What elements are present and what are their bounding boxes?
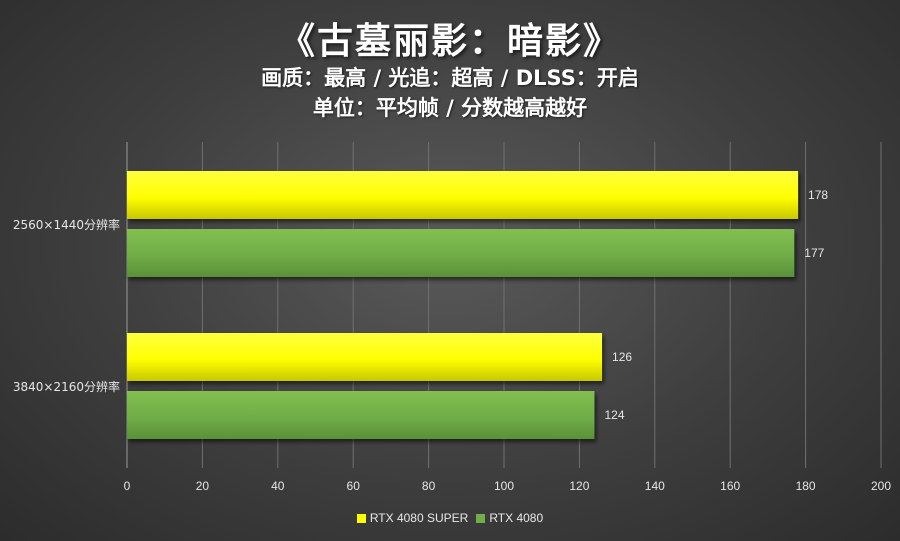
x-tick-label: 80 [422, 479, 436, 493]
labels: 0 20 40 60 80 100 120 140 160 180 200 2560×1440分辨率 1… [13, 188, 891, 493]
legend-item-rtx-4080: RTX 4080 [476, 511, 543, 525]
x-tick-label: 40 [271, 479, 285, 493]
x-tick-label: 200 [871, 479, 891, 493]
x-tick-label: 140 [645, 479, 665, 493]
x-tick-label: 100 [494, 479, 514, 493]
x-tick-label: 60 [347, 479, 361, 493]
legend-swatch-green [476, 513, 486, 523]
category-label: 2560×1440分辨率 [13, 217, 120, 232]
category-label: 3840×2160分辨率 [13, 379, 120, 394]
legend-label: RTX 4080 [489, 511, 544, 525]
data-label: 126 [612, 350, 632, 364]
legend: RTX 4080 SUPER RTX 4080 [0, 511, 900, 525]
bar [127, 229, 795, 277]
chart-subtitle-units: 单位：平均帧 / 分数越高越好 [312, 96, 588, 120]
x-tick-label: 0 [124, 479, 131, 493]
bar [127, 391, 595, 439]
data-label: 177 [804, 246, 824, 260]
legend-swatch-yellow [356, 513, 366, 523]
data-label: 178 [808, 188, 828, 202]
data-label: 124 [604, 408, 624, 422]
bar [127, 171, 799, 219]
bars [127, 171, 799, 439]
x-tick-label: 20 [196, 479, 210, 493]
legend-item-rtx-4080-super: RTX 4080 SUPER [356, 511, 469, 525]
chart-title: 《古墓丽影：暗影》 [278, 21, 621, 62]
legend-label: RTX 4080 SUPER [369, 511, 469, 525]
x-tick-label: 160 [720, 479, 740, 493]
chart-subtitle-settings: 画质：最高 / 光追：超高 / DLSS：开启 [261, 66, 639, 90]
x-tick-label: 120 [569, 479, 589, 493]
x-tick-label: 180 [796, 479, 816, 493]
bar [127, 333, 603, 381]
